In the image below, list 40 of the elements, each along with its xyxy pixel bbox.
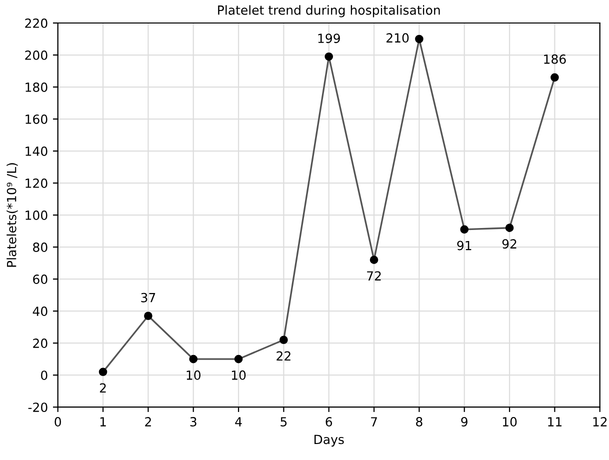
x-tick-label: 5 bbox=[280, 417, 287, 426]
y-tick-label: 140 bbox=[26, 146, 48, 156]
data-label: 10 bbox=[186, 370, 200, 380]
y-tick-label: 20 bbox=[33, 338, 48, 348]
y-tick-label: 0 bbox=[41, 370, 48, 380]
y-tick-label: 220 bbox=[25, 18, 48, 28]
x-tick-label: 6 bbox=[326, 417, 332, 426]
y-tick-label: 60 bbox=[33, 274, 48, 284]
x-tick-label: 10 bbox=[502, 417, 517, 426]
data-label: 92 bbox=[502, 239, 516, 249]
data-label: 2 bbox=[100, 383, 106, 392]
y-tick-label: 80 bbox=[33, 242, 48, 252]
data-label: 10 bbox=[232, 370, 246, 380]
x-tick-label: 3 bbox=[190, 417, 196, 426]
y-tick-label: 40 bbox=[32, 306, 48, 316]
y-tick-label: 180 bbox=[26, 82, 48, 92]
data-label: 186 bbox=[544, 54, 566, 64]
y-axis-title: Platelets(*10⁹ /L) bbox=[6, 163, 18, 267]
y-tick-label: 160 bbox=[26, 114, 48, 124]
data-label: 91 bbox=[457, 240, 472, 250]
data-label: 199 bbox=[318, 34, 340, 44]
x-tick-label: 7 bbox=[371, 417, 377, 426]
x-tick-label: 8 bbox=[416, 417, 422, 426]
x-tick-label: 4 bbox=[235, 417, 242, 426]
y-tick-label: 120 bbox=[26, 178, 48, 188]
y-tick-label: -20 bbox=[28, 402, 48, 412]
x-tick-label: 0 bbox=[54, 417, 61, 426]
x-tick-label: 9 bbox=[461, 417, 468, 426]
x-tick-label: 11 bbox=[548, 417, 562, 426]
data-label: 72 bbox=[367, 271, 381, 280]
y-tick-label: 200 bbox=[25, 50, 48, 60]
chart-title: Platelet trend during hospitalisation bbox=[218, 5, 440, 18]
x-tick-label: 1 bbox=[100, 417, 106, 426]
data-label: 210 bbox=[386, 33, 409, 43]
x-tick-label: 2 bbox=[145, 417, 151, 426]
x-axis-title: Days bbox=[314, 434, 344, 447]
x-tick-label: 12 bbox=[593, 417, 607, 426]
data-label: 37 bbox=[141, 292, 156, 302]
data-label: 22 bbox=[276, 351, 290, 360]
y-tick-label: 100 bbox=[26, 210, 48, 220]
